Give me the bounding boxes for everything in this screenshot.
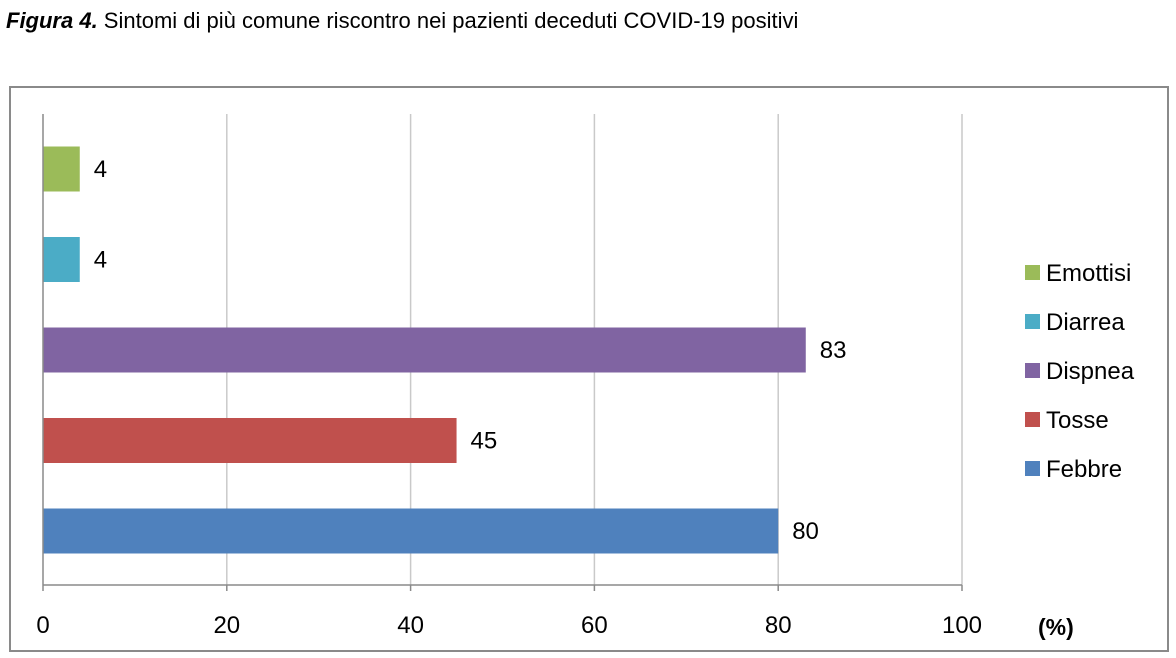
- data-labels: 4 4 83 45 80: [94, 156, 847, 545]
- legend-label-tosse: Tosse: [1046, 407, 1109, 434]
- legend-swatch-tosse: [1025, 412, 1040, 427]
- legend-label-diarrea: Diarrea: [1046, 309, 1125, 336]
- legend: Emottisi Diarrea Dispnea Tosse Febbre: [1025, 260, 1135, 483]
- data-label-febbre: 80: [792, 518, 819, 545]
- x-tick-label: 20: [213, 612, 240, 639]
- x-tick-label: 100: [942, 612, 982, 639]
- x-tick-label: 80: [765, 612, 792, 639]
- bars: [43, 146, 806, 554]
- legend-swatch-febbre: [1025, 461, 1040, 476]
- x-axis-unit-label: (%): [1038, 614, 1074, 640]
- legend-label-febbre: Febbre: [1046, 456, 1122, 483]
- bar-febbre: [43, 508, 779, 554]
- data-label-emottisi: 4: [94, 156, 107, 183]
- legend-label-dispnea: Dispnea: [1046, 358, 1135, 385]
- bar-emottisi: [43, 146, 80, 192]
- data-label-diarrea: 4: [94, 247, 107, 274]
- figure-label: Figura 4.: [6, 8, 98, 33]
- legend-label-emottisi: Emottisi: [1046, 260, 1131, 287]
- legend-swatch-dispnea: [1025, 363, 1040, 378]
- figure-title: Sintomi di più comune riscontro nei pazi…: [97, 8, 799, 33]
- legend-swatch-emottisi: [1025, 265, 1040, 280]
- data-label-tosse: 45: [471, 428, 498, 455]
- data-label-dispnea: 83: [820, 337, 847, 364]
- bar-diarrea: [43, 237, 80, 282]
- bar-tosse: [43, 418, 457, 463]
- bar-dispnea: [43, 327, 806, 373]
- legend-swatch-diarrea: [1025, 314, 1040, 329]
- x-tick-label: 40: [397, 612, 424, 639]
- figure-caption: Figura 4. Sintomi di più comune riscontr…: [6, 8, 798, 34]
- x-axis: 0 20 40 60 80 100 (%): [36, 114, 1074, 640]
- x-tick-label: 60: [581, 612, 608, 639]
- x-tick-label: 0: [36, 612, 49, 639]
